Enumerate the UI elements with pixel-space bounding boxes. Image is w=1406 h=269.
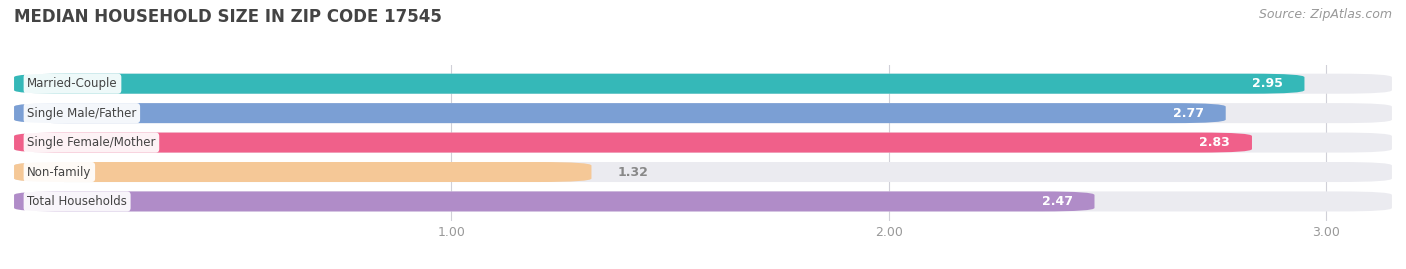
FancyBboxPatch shape xyxy=(14,103,1392,123)
FancyBboxPatch shape xyxy=(14,162,1392,182)
Text: Single Male/Father: Single Male/Father xyxy=(27,107,136,120)
FancyBboxPatch shape xyxy=(14,192,1392,211)
Text: Non-family: Non-family xyxy=(27,165,91,179)
FancyBboxPatch shape xyxy=(14,103,1226,123)
Text: Source: ZipAtlas.com: Source: ZipAtlas.com xyxy=(1258,8,1392,21)
Text: Total Households: Total Households xyxy=(27,195,127,208)
FancyBboxPatch shape xyxy=(14,192,1094,211)
Text: Single Female/Mother: Single Female/Mother xyxy=(27,136,156,149)
FancyBboxPatch shape xyxy=(14,74,1305,94)
FancyBboxPatch shape xyxy=(14,133,1392,153)
Text: MEDIAN HOUSEHOLD SIZE IN ZIP CODE 17545: MEDIAN HOUSEHOLD SIZE IN ZIP CODE 17545 xyxy=(14,8,441,26)
Text: Married-Couple: Married-Couple xyxy=(27,77,118,90)
FancyBboxPatch shape xyxy=(14,74,1392,94)
Text: 1.32: 1.32 xyxy=(617,165,648,179)
FancyBboxPatch shape xyxy=(14,162,592,182)
Text: 2.83: 2.83 xyxy=(1199,136,1230,149)
Text: 2.47: 2.47 xyxy=(1042,195,1073,208)
Text: 2.77: 2.77 xyxy=(1173,107,1204,120)
Text: 2.95: 2.95 xyxy=(1251,77,1282,90)
FancyBboxPatch shape xyxy=(14,133,1251,153)
